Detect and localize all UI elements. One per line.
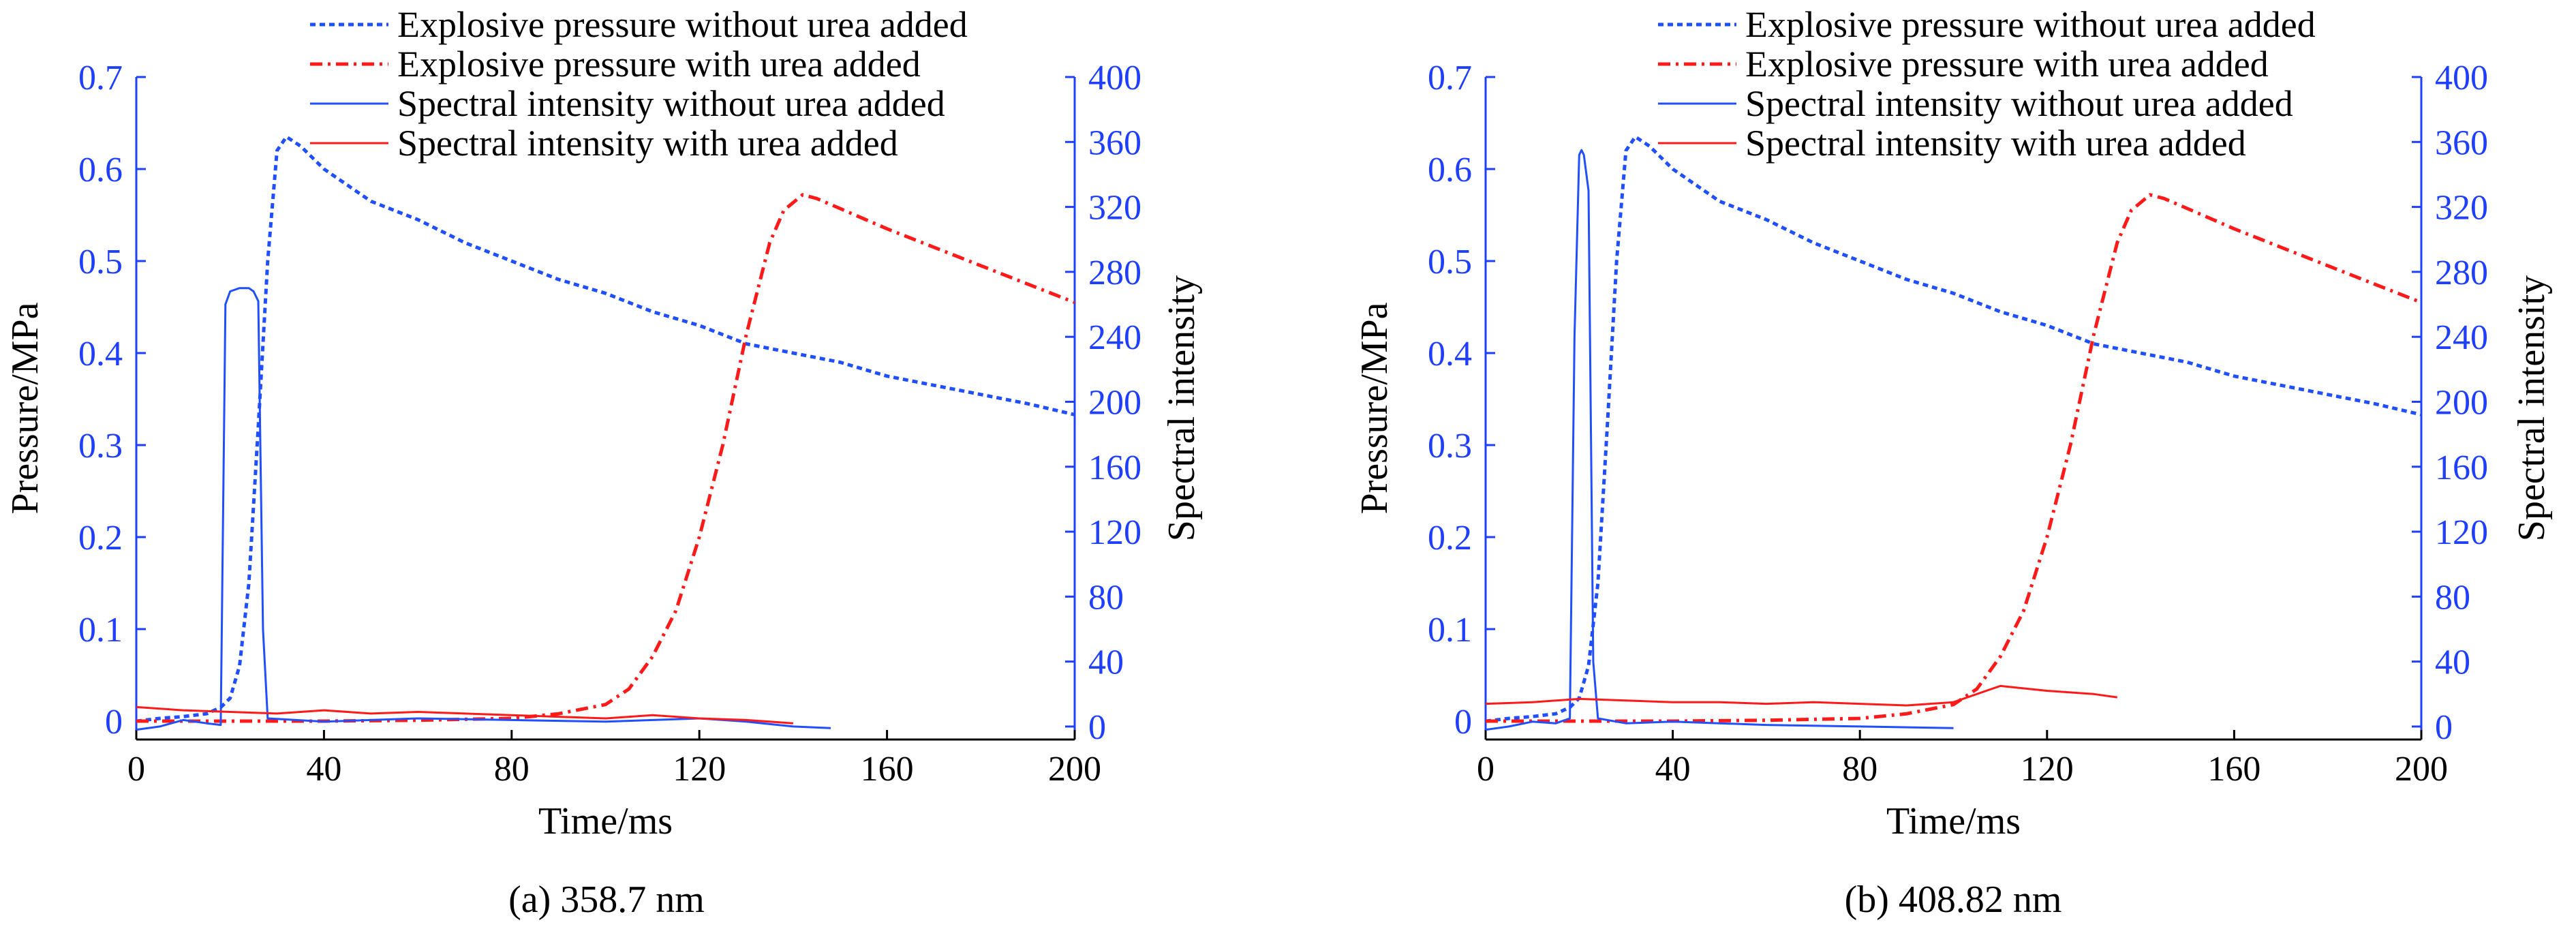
x-tick-label: 40 (306, 750, 341, 789)
y2-tick-label: 40 (2435, 643, 2470, 682)
y2-tick-label: 160 (1088, 448, 1141, 487)
legend-label: Explosive pressure with urea added (1745, 44, 2269, 85)
x-tick-label: 120 (2021, 750, 2074, 789)
legend-label: Spectral intensity with urea added (397, 123, 898, 164)
x-tick-label: 160 (861, 750, 914, 789)
y2-tick-label: 320 (1088, 189, 1141, 228)
y-tick-label: 0.4 (78, 335, 123, 374)
y-axis-label: Pressure/MPa (1353, 302, 1396, 514)
x-tick-label: 0 (1477, 750, 1494, 789)
x-tick-label: 40 (1655, 750, 1691, 789)
y2-tick-label: 0 (1088, 708, 1106, 747)
series-line-1 (1486, 135, 2421, 723)
legend: Explosive pressure without urea addedExp… (310, 4, 968, 164)
series-line-4 (136, 705, 794, 725)
series-line-2 (136, 193, 1075, 723)
y-tick-label: 0.3 (1428, 427, 1472, 466)
legend-label: Spectral intensity without urea added (397, 83, 945, 124)
y-tick-label: 0.3 (78, 427, 123, 466)
plot-area (136, 135, 1075, 731)
y2-tick-label: 200 (2435, 383, 2488, 422)
chart-panel-b: 0 40 80 120 160 20000.10.20.30.40.50.60.70408… (1353, 4, 2553, 921)
legend-label: Explosive pressure with urea added (397, 44, 921, 85)
y-tick-label: 0.7 (1428, 59, 1472, 97)
y2-tick-label: 40 (1088, 643, 1124, 682)
legend-label: Spectral intensity with urea added (1745, 123, 2246, 164)
y-tick-label: 0.2 (78, 519, 123, 558)
x-axis-label: Time/ms (538, 800, 673, 842)
y-tick-label: 0 (105, 703, 123, 742)
x-tick-label: 0 (127, 750, 145, 789)
y-tick-label: 0.5 (78, 243, 123, 281)
y-tick-label: 0.6 (1428, 151, 1472, 189)
y2-tick-label: 200 (1088, 383, 1141, 422)
y-tick-label: 0 (1454, 703, 1472, 742)
y2-tick-label: 360 (1088, 123, 1141, 162)
y-tick-label: 0.1 (78, 611, 123, 650)
y-tick-label: 0.2 (1428, 519, 1472, 558)
y2-tick-label: 400 (2435, 59, 2488, 97)
legend-label: Explosive pressure without urea added (397, 4, 968, 45)
series-line-1 (136, 135, 1075, 723)
y2-tick-label: 400 (1088, 59, 1141, 97)
y2-tick-label: 120 (2435, 513, 2488, 552)
chart-caption: (b) 408.82 nm (1845, 879, 2062, 921)
y2-tick-label: 160 (2435, 448, 2488, 487)
y2-tick-label: 240 (2435, 318, 2488, 357)
series-line-4 (1486, 684, 2118, 707)
y-axis-label: Pressure/MPa (4, 302, 46, 514)
y2-tick-label: 280 (1088, 254, 1141, 292)
x-tick-label: 160 (2207, 750, 2260, 789)
legend-label: Explosive pressure without urea added (1745, 4, 2316, 45)
y2-tick-label: 80 (2435, 578, 2470, 617)
x-axis-label: Time/ms (1886, 800, 2021, 842)
x-tick-label: 120 (673, 750, 726, 789)
x-tick-label: 200 (1048, 750, 1101, 789)
y2-tick-label: 80 (1088, 578, 1124, 617)
y2-tick-label: 360 (2435, 123, 2488, 162)
y2-tick-label: 320 (2435, 189, 2488, 228)
chart-panel-a: 0 40 80 120 160 20000.10.20.30.40.50.60.70408… (4, 4, 1203, 921)
y-tick-label: 0.1 (1428, 611, 1472, 650)
legend-label: Spectral intensity without urea added (1745, 83, 2293, 124)
y2-axis-label: Spectral intensity (1161, 275, 1203, 541)
y2-tick-label: 280 (2435, 254, 2488, 292)
y2-tick-label: 0 (2435, 708, 2453, 747)
y-tick-label: 0.7 (78, 59, 123, 97)
series-line-2 (1486, 193, 2421, 723)
y2-tick-label: 240 (1088, 318, 1141, 357)
plot-area (1486, 135, 2421, 731)
chart-caption: (a) 358.7 nm (508, 879, 705, 921)
y2-tick-label: 120 (1088, 513, 1141, 552)
y-tick-label: 0.5 (1428, 243, 1472, 281)
y-tick-label: 0.4 (1428, 335, 1472, 374)
x-tick-label: 80 (1842, 750, 1877, 789)
x-tick-label: 80 (494, 750, 530, 789)
series-line-3 (1486, 149, 1954, 731)
x-tick-label: 200 (2395, 750, 2448, 789)
y2-axis-label: Spectral intensity (2511, 275, 2553, 541)
series-line-3 (136, 287, 831, 731)
legend: Explosive pressure without urea addedExp… (1658, 4, 2316, 164)
y-tick-label: 0.6 (78, 151, 123, 189)
